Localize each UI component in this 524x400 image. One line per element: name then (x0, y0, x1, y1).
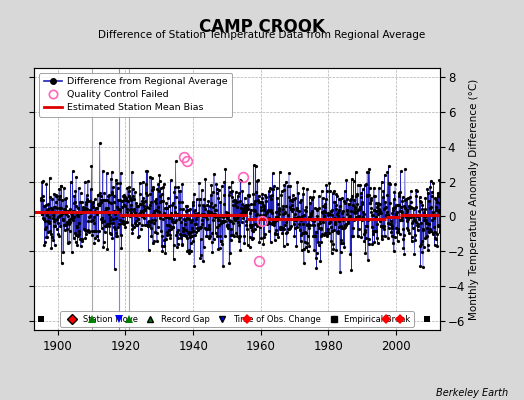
Y-axis label: Monthly Temperature Anomaly Difference (°C): Monthly Temperature Anomaly Difference (… (470, 78, 479, 320)
Text: Berkeley Earth: Berkeley Earth (436, 388, 508, 398)
Text: CAMP CROOK: CAMP CROOK (199, 18, 325, 36)
Legend: Station Move, Record Gap, Time of Obs. Change, Empirical Break: Station Move, Record Gap, Time of Obs. C… (60, 312, 414, 327)
Text: Difference of Station Temperature Data from Regional Average: Difference of Station Temperature Data f… (99, 30, 425, 40)
